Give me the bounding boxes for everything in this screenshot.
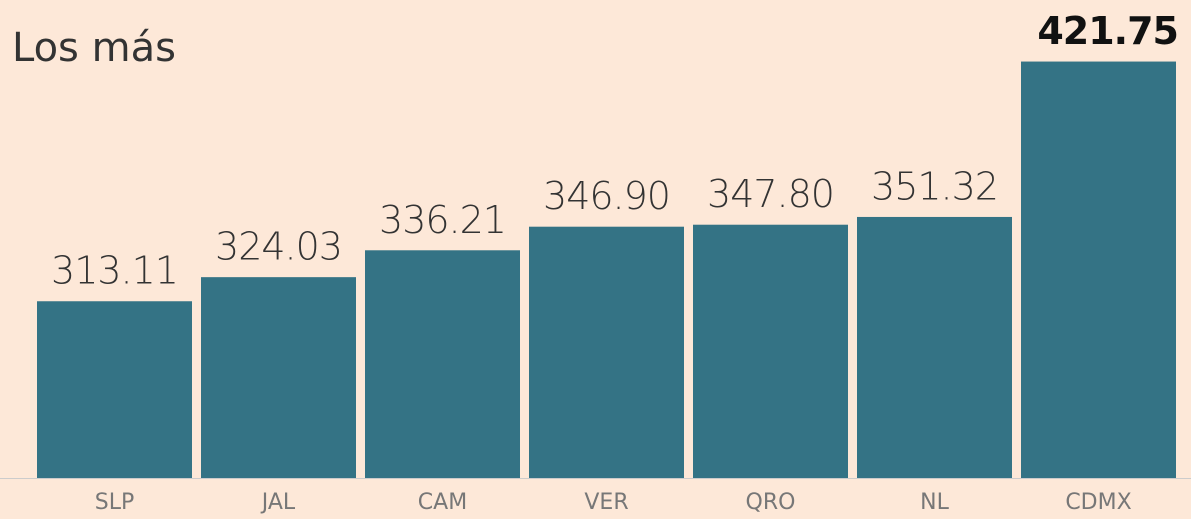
bar — [1021, 61, 1176, 479]
value-label: 313.11 — [51, 249, 178, 293]
x-tick-label: NL — [920, 490, 949, 515]
value-label: 336.21 — [379, 198, 506, 242]
bar — [529, 226, 684, 478]
value-label: 347.80 — [707, 172, 834, 216]
x-tick-label: CDMX — [1065, 490, 1131, 515]
value-label: 346.90 — [543, 174, 670, 218]
x-tick-label: SLP — [95, 490, 135, 515]
bar — [365, 250, 520, 478]
value-label: 324.03 — [215, 225, 342, 269]
x-tick-label: JAL — [260, 490, 296, 515]
chart-title: Los más — [12, 25, 176, 71]
bar — [37, 301, 192, 478]
value-label: 421.75 — [1037, 9, 1178, 53]
x-tick-label: QRO — [746, 490, 796, 515]
x-tick-label: VER — [584, 490, 628, 515]
bar — [693, 224, 848, 478]
bar — [201, 277, 356, 478]
value-label: 351.32 — [871, 164, 998, 208]
bar — [857, 216, 1012, 478]
x-tick-label: CAM — [418, 490, 467, 515]
